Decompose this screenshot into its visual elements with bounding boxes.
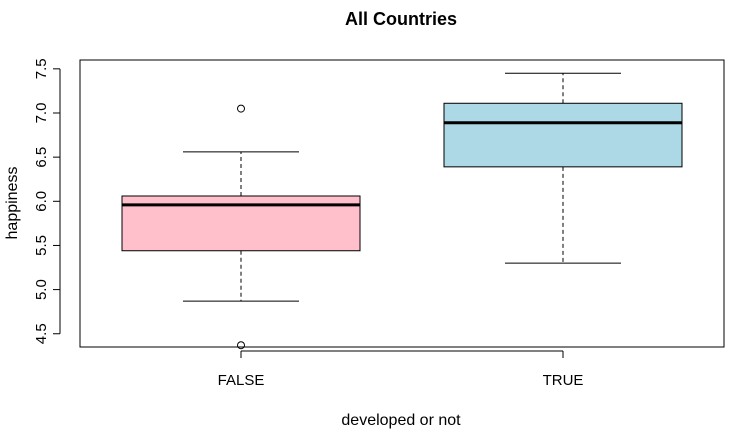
- outlier-point-false-1: [237, 341, 245, 350]
- box-true: [443, 102, 683, 168]
- y-tick-label: 6.0: [33, 191, 50, 212]
- chart-title: All Countries: [345, 9, 457, 29]
- x-tick-label: TRUE: [543, 372, 584, 389]
- y-tick-label: 5.0: [33, 279, 50, 300]
- y-tick-label: 7.5: [33, 58, 50, 79]
- y-tick-label: 7.0: [33, 103, 50, 124]
- y-axis: 4.5 5.0 5.5 6.0 6.5 7.0 7.5: [33, 58, 61, 344]
- y-tick-label: 5.5: [33, 235, 50, 256]
- y-tick-label: 4.5: [33, 323, 50, 344]
- x-axis-label: developed or not: [341, 412, 461, 429]
- x-tick-label: FALSE: [218, 372, 265, 389]
- plot-frame: [79, 59, 725, 348]
- x-axis: FALSE TRUE: [218, 350, 584, 389]
- y-tick-label: 6.5: [33, 147, 50, 168]
- outlier-point-false-0: [237, 104, 245, 113]
- y-axis-label: happiness: [4, 167, 21, 240]
- plot-marks: [121, 72, 683, 350]
